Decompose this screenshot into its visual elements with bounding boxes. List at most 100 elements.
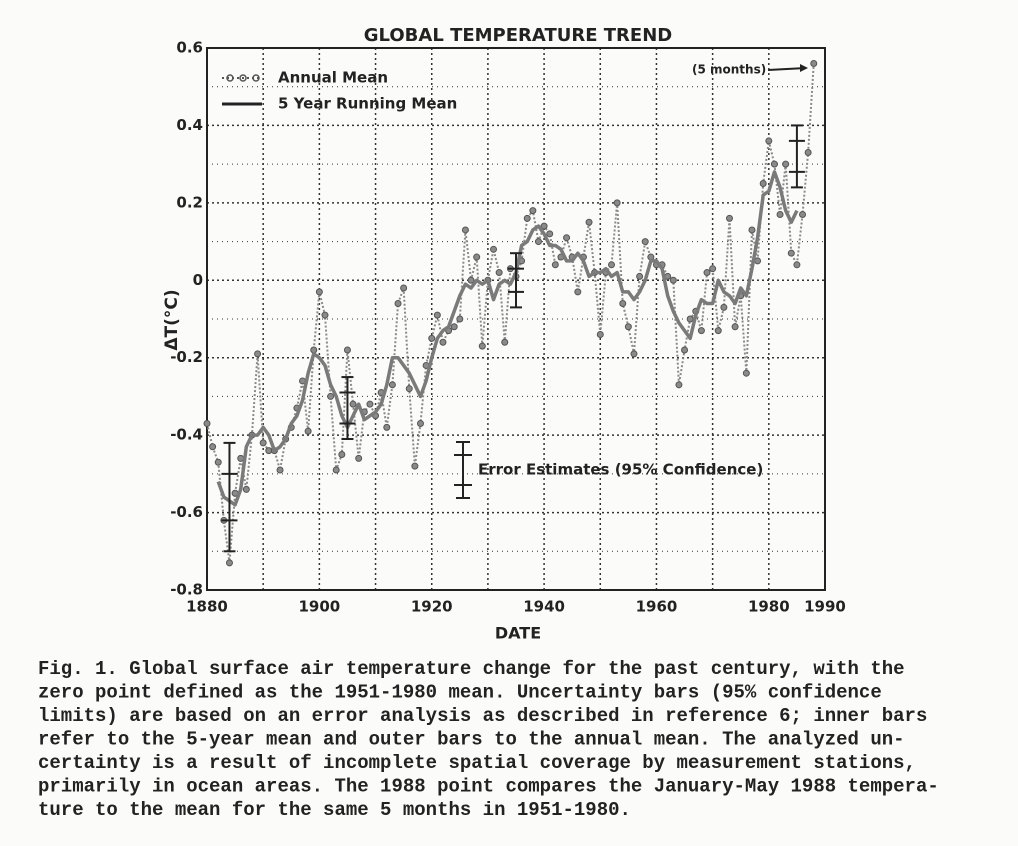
annual-marker — [439, 338, 447, 346]
annotation: (5 months) — [692, 63, 766, 77]
annual-marker — [490, 245, 498, 253]
x-tick-label: 1990 — [804, 598, 846, 616]
annual-marker — [770, 160, 778, 168]
x-tick-label: 1880 — [186, 598, 228, 616]
annual-marker — [411, 462, 419, 470]
annual-marker — [624, 323, 632, 331]
annual-marker — [720, 303, 728, 311]
annual-marker — [478, 342, 486, 350]
caption-line: ture to the mean for the same 5 months i… — [38, 799, 631, 821]
annual-marker — [338, 451, 346, 458]
annual-marker — [793, 261, 801, 269]
annual-marker — [310, 346, 318, 354]
caption-line: primarily in ocean areas. The 1988 point… — [38, 776, 939, 798]
y-tick-label: -0.4 — [170, 426, 203, 444]
legend: Annual Mean 5 Year Running Mean — [222, 69, 457, 113]
annual-marker — [343, 346, 351, 354]
annual-marker — [725, 214, 733, 222]
annual-marker — [394, 300, 402, 308]
error-legend-symbol — [454, 441, 472, 499]
annual-marker — [242, 485, 250, 493]
annual-marker — [501, 338, 509, 346]
annual-marker — [383, 423, 391, 431]
annual-marker — [433, 311, 441, 319]
running-mean-line — [216, 170, 799, 507]
annual-marker — [686, 315, 694, 323]
annual-marker — [630, 350, 638, 358]
annual-marker — [534, 238, 542, 246]
y-tick-label: 0 — [193, 271, 203, 289]
annual-marker — [596, 330, 604, 338]
annual-marker — [765, 137, 773, 145]
annual-marker — [731, 323, 739, 331]
annual-marker — [428, 334, 436, 342]
annual-marker — [473, 253, 481, 261]
annual-marker — [636, 272, 644, 280]
annual-marker — [400, 284, 408, 292]
y-tick-label: -0.2 — [170, 348, 203, 366]
annual-marker — [332, 466, 340, 474]
caption-line: Fig. 1. Global surface air temperature c… — [38, 658, 905, 680]
annual-marker — [327, 392, 335, 400]
annotation: Error Estimates (95% Confidence) — [478, 461, 763, 479]
y-tick-label: 0.4 — [176, 116, 203, 134]
annual-marker — [782, 160, 790, 168]
annotation-arrowhead — [800, 64, 808, 72]
annual-marker — [619, 300, 627, 308]
annual-marker — [669, 276, 677, 284]
annual-marker — [608, 261, 616, 269]
annual-marker — [405, 385, 413, 393]
x-tick-label: 1900 — [298, 598, 340, 616]
annual-marker — [613, 199, 621, 207]
annual-marker — [265, 447, 273, 455]
y-tick-label: 0.6 — [176, 39, 203, 57]
annual-marker — [799, 210, 807, 218]
y-tick-label: -0.8 — [170, 581, 203, 599]
chart-title: GLOBAL TEMPERATURE TREND — [364, 25, 672, 46]
annual-marker — [461, 226, 469, 234]
legend-marker — [252, 74, 260, 82]
annual-marker — [450, 323, 458, 331]
caption-line: zero point defined as the 1951-1980 mean… — [38, 682, 882, 704]
annual-marker — [714, 327, 722, 335]
x-tick-label: 1940 — [523, 598, 565, 616]
caption-line: refer to the 5-year mean and outer bars … — [38, 729, 905, 751]
annual-marker — [355, 454, 363, 462]
annual-marker — [321, 311, 329, 319]
annual-marker — [647, 253, 655, 261]
annual-marker — [742, 369, 750, 377]
annual-marker — [349, 400, 357, 408]
legend-label: Annual Mean — [278, 69, 388, 87]
annual-marker — [214, 458, 222, 466]
x-axis-label: DATE — [495, 624, 541, 643]
caption-line: limits) are based on an error analysis a… — [38, 705, 927, 727]
annual-marker — [416, 420, 424, 428]
legend-marker — [239, 74, 247, 82]
annual-marker — [276, 466, 284, 474]
annual-marker — [203, 420, 211, 428]
y-tick-label: -0.6 — [170, 503, 203, 521]
annual-marker — [467, 276, 475, 284]
annual-marker — [529, 207, 537, 215]
annual-marker — [495, 269, 503, 277]
legend-marker — [226, 74, 234, 82]
annual-marker — [787, 249, 795, 257]
annual-marker — [703, 269, 711, 277]
annual-marker — [304, 427, 312, 435]
annual-marker — [225, 559, 233, 567]
annual-marker — [254, 350, 262, 358]
annual-marker — [523, 214, 531, 222]
annual-line — [206, 63, 815, 564]
caption-line: certainty is a result of incomplete spat… — [38, 752, 916, 774]
annual-marker — [697, 327, 705, 335]
y-axis-label: ΔT(°C) — [162, 289, 182, 350]
annual-marker — [585, 218, 593, 226]
annual-marker — [546, 230, 554, 238]
annual-marker — [563, 234, 571, 242]
annual-marker — [209, 443, 217, 451]
y-tick-label: 0.2 — [176, 193, 203, 211]
x-tick-label: 1980 — [748, 598, 790, 616]
annual-marker — [804, 149, 812, 157]
legend-label: 5 Year Running Mean — [278, 95, 457, 113]
